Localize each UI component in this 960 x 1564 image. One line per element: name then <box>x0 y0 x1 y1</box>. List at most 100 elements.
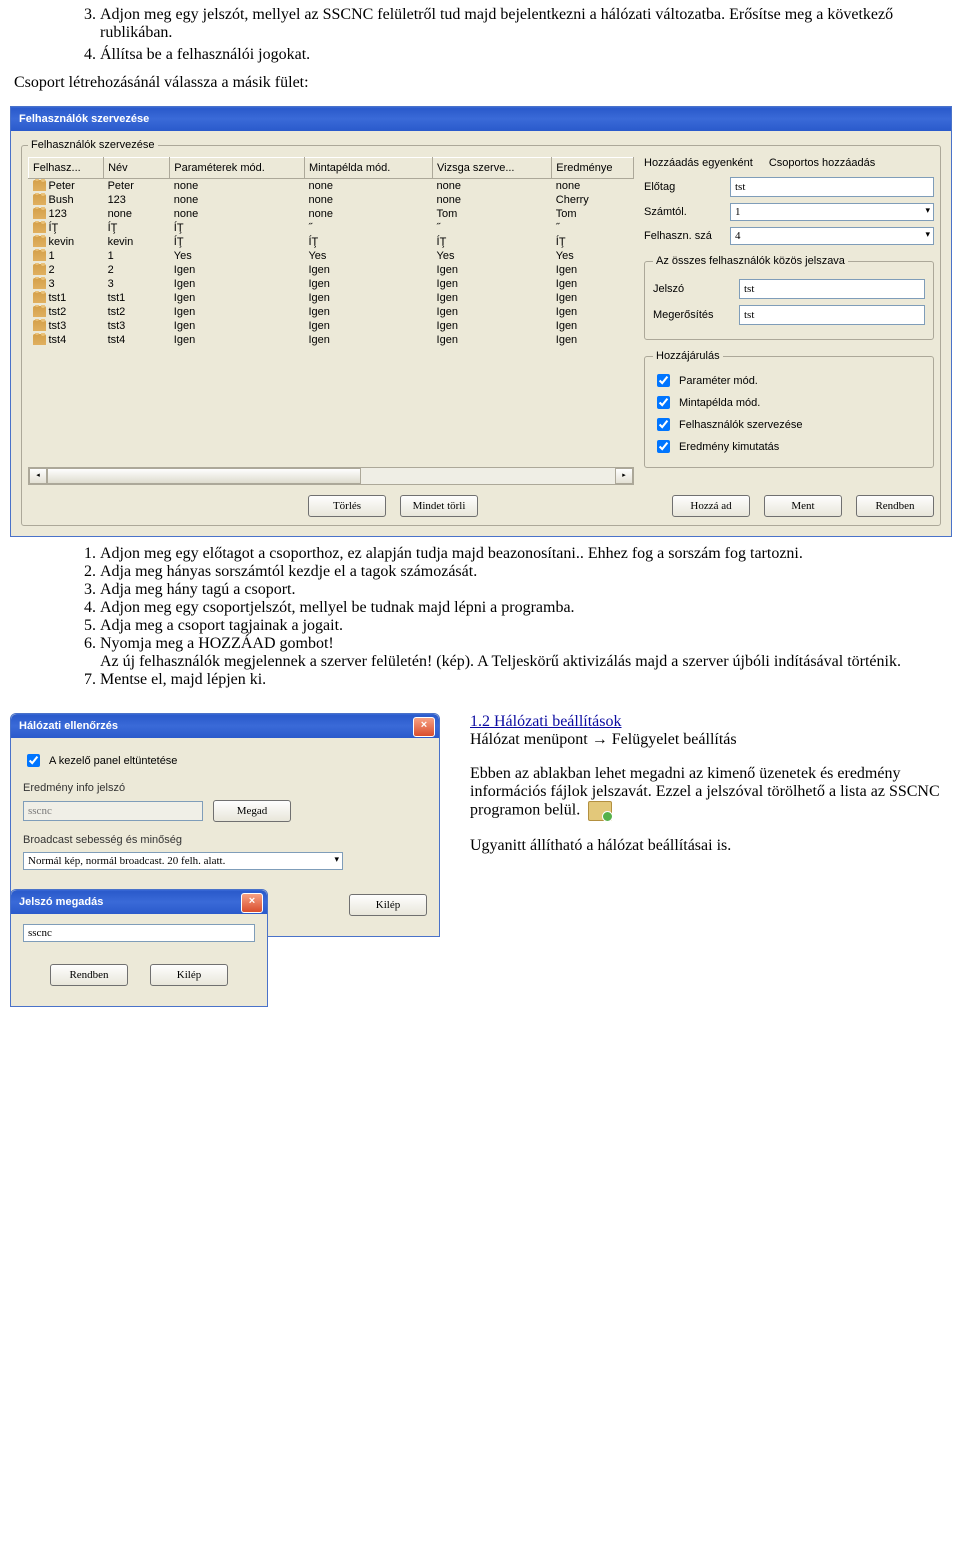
table-cell: tst4 <box>104 333 170 347</box>
table-row[interactable]: PeterPeternonenonenonenone <box>29 179 634 194</box>
count-label: Felhaszn. szá <box>644 230 730 242</box>
scroll-right-button[interactable]: ▸ <box>615 468 633 484</box>
hide-panel-label: A kezelő panel eltüntetése <box>49 755 177 767</box>
perm-chk-1[interactable] <box>657 396 670 409</box>
table-cell: none <box>304 193 432 207</box>
ok-button[interactable]: Rendben <box>856 495 934 517</box>
table-cell: ÍŢ <box>433 235 552 249</box>
table-cell: tst2 <box>104 305 170 319</box>
close-icon[interactable]: × <box>413 717 435 737</box>
col-header[interactable]: Paraméterek mód. <box>170 158 305 179</box>
close-icon[interactable]: × <box>241 893 263 913</box>
doc-intro-2: Csoport létrehozásánál válassza a másik … <box>14 74 950 92</box>
table-cell: Igen <box>552 291 634 305</box>
table-cell: Igen <box>170 263 305 277</box>
table-cell: 2 <box>104 263 170 277</box>
col-header[interactable]: Név <box>104 158 170 179</box>
megad-button[interactable]: Megad <box>213 800 291 822</box>
scroll-thumb[interactable] <box>47 468 361 484</box>
table-cell: 3 <box>29 277 104 291</box>
side-paragraph-1: Ebben az ablakban lehet megadni az kimen… <box>470 765 950 821</box>
users-table[interactable]: Felhasz...NévParaméterek mód.Mintapélda … <box>28 157 634 347</box>
table-row[interactable]: Bush123nonenonenoneCherry <box>29 193 634 207</box>
table-cell: Igen <box>170 319 305 333</box>
table-cell: none <box>170 207 305 221</box>
save-button[interactable]: Ment <box>764 495 842 517</box>
count-combo[interactable] <box>730 227 934 245</box>
table-cell: Igen <box>170 277 305 291</box>
table-row[interactable]: tst3tst3IgenIgenIgenIgen <box>29 319 634 333</box>
pwgroup-legend: Az összes felhasználók közös jelszava <box>653 255 848 267</box>
table-cell: Yes <box>304 249 432 263</box>
net-kilep-button[interactable]: Kilép <box>349 894 427 916</box>
users-icon <box>33 236 46 247</box>
users-window: Felhasználók szervezése Felhasználók sze… <box>10 106 952 537</box>
col-header[interactable]: Eredménye <box>552 158 634 179</box>
col-header[interactable]: Felhasz... <box>29 158 104 179</box>
table-cell: none <box>304 207 432 221</box>
table-cell: Igen <box>170 291 305 305</box>
perm-chk-0[interactable] <box>657 374 670 387</box>
table-cell: Igen <box>304 277 432 291</box>
users-icon <box>33 306 46 317</box>
table-cell: ÍŢ <box>552 235 634 249</box>
doc-step: Adjon meg egy csoportjelszót, mellyel be… <box>100 599 950 617</box>
table-row[interactable]: tst4tst4IgenIgenIgenIgen <box>29 333 634 347</box>
side-paragraph-2: Ugyanitt állítható a hálózat beállításai… <box>470 837 950 855</box>
perm-chk-2[interactable] <box>657 418 670 431</box>
table-cell: none <box>170 179 305 194</box>
table-row[interactable]: ÍŢÍŢÍŢ˝˝˝ <box>29 221 634 235</box>
col-header[interactable]: Mintapélda mód. <box>304 158 432 179</box>
mail-icon <box>588 801 612 821</box>
table-row[interactable]: tst2tst2IgenIgenIgenIgen <box>29 305 634 319</box>
table-cell: Igen <box>433 277 552 291</box>
table-row[interactable]: 11YesYesYesYes <box>29 249 634 263</box>
h-scrollbar[interactable]: ◂ ▸ <box>28 467 634 485</box>
bc-combo[interactable] <box>23 852 343 870</box>
from-label: Számtól. <box>644 206 730 218</box>
table-cell: tst1 <box>29 291 104 305</box>
from-combo[interactable] <box>730 203 934 221</box>
table-cell: 3 <box>104 277 170 291</box>
table-cell: none <box>304 179 432 194</box>
doc-step-4: Állítsa be a felhasználói jogokat. <box>100 46 950 64</box>
pw-input[interactable] <box>739 279 925 299</box>
col-header[interactable]: Vizsga szerve... <box>433 158 552 179</box>
netpw-label: Eredmény info jelszó <box>23 782 427 794</box>
table-cell: none <box>433 179 552 194</box>
table-cell: Igen <box>433 333 552 347</box>
table-cell: none <box>104 207 170 221</box>
conf-input[interactable] <box>739 305 925 325</box>
perm-chk-3[interactable] <box>657 440 670 453</box>
table-row[interactable]: 22IgenIgenIgenIgen <box>29 263 634 277</box>
hide-panel-chk[interactable] <box>27 754 40 767</box>
table-row[interactable]: kevinkevinÍŢÍŢÍŢÍŢ <box>29 235 634 249</box>
table-row[interactable]: 33IgenIgenIgenIgen <box>29 277 634 291</box>
doc-step: Adjon meg egy előtagot a csoporthoz, ez … <box>100 545 950 563</box>
prefix-label: Előtag <box>644 181 730 193</box>
tab-single[interactable]: Hozzáadás egyenként <box>644 157 753 169</box>
pwdlg-input[interactable] <box>23 924 255 942</box>
pwdlg-ok-button[interactable]: Rendben <box>50 964 128 986</box>
delete-button[interactable]: Törlés <box>308 495 386 517</box>
table-row[interactable]: 123nonenonenoneTomTom <box>29 207 634 221</box>
table-cell: 1 <box>29 249 104 263</box>
perm-lbl-2: Felhasználók szervezése <box>679 419 803 431</box>
table-cell: Yes <box>433 249 552 263</box>
scroll-left-button[interactable]: ◂ <box>29 468 47 484</box>
pw-label: Jelszó <box>653 283 739 295</box>
table-cell: Tom <box>552 207 634 221</box>
table-cell: ˝ <box>552 221 634 235</box>
add-button[interactable]: Hozzá ad <box>672 495 750 517</box>
delete-all-button[interactable]: Mindet törli <box>400 495 478 517</box>
table-cell: Igen <box>170 333 305 347</box>
table-cell: tst2 <box>29 305 104 319</box>
tab-group[interactable]: Csoportos hozzáadás <box>769 157 875 169</box>
table-row[interactable]: tst1tst1IgenIgenIgenIgen <box>29 291 634 305</box>
table-cell: Igen <box>304 263 432 277</box>
users-icon <box>33 180 46 191</box>
prefix-input[interactable] <box>730 177 934 197</box>
table-cell: Igen <box>170 305 305 319</box>
pwdlg-kilep-button[interactable]: Kilép <box>150 964 228 986</box>
table-cell: Igen <box>433 305 552 319</box>
